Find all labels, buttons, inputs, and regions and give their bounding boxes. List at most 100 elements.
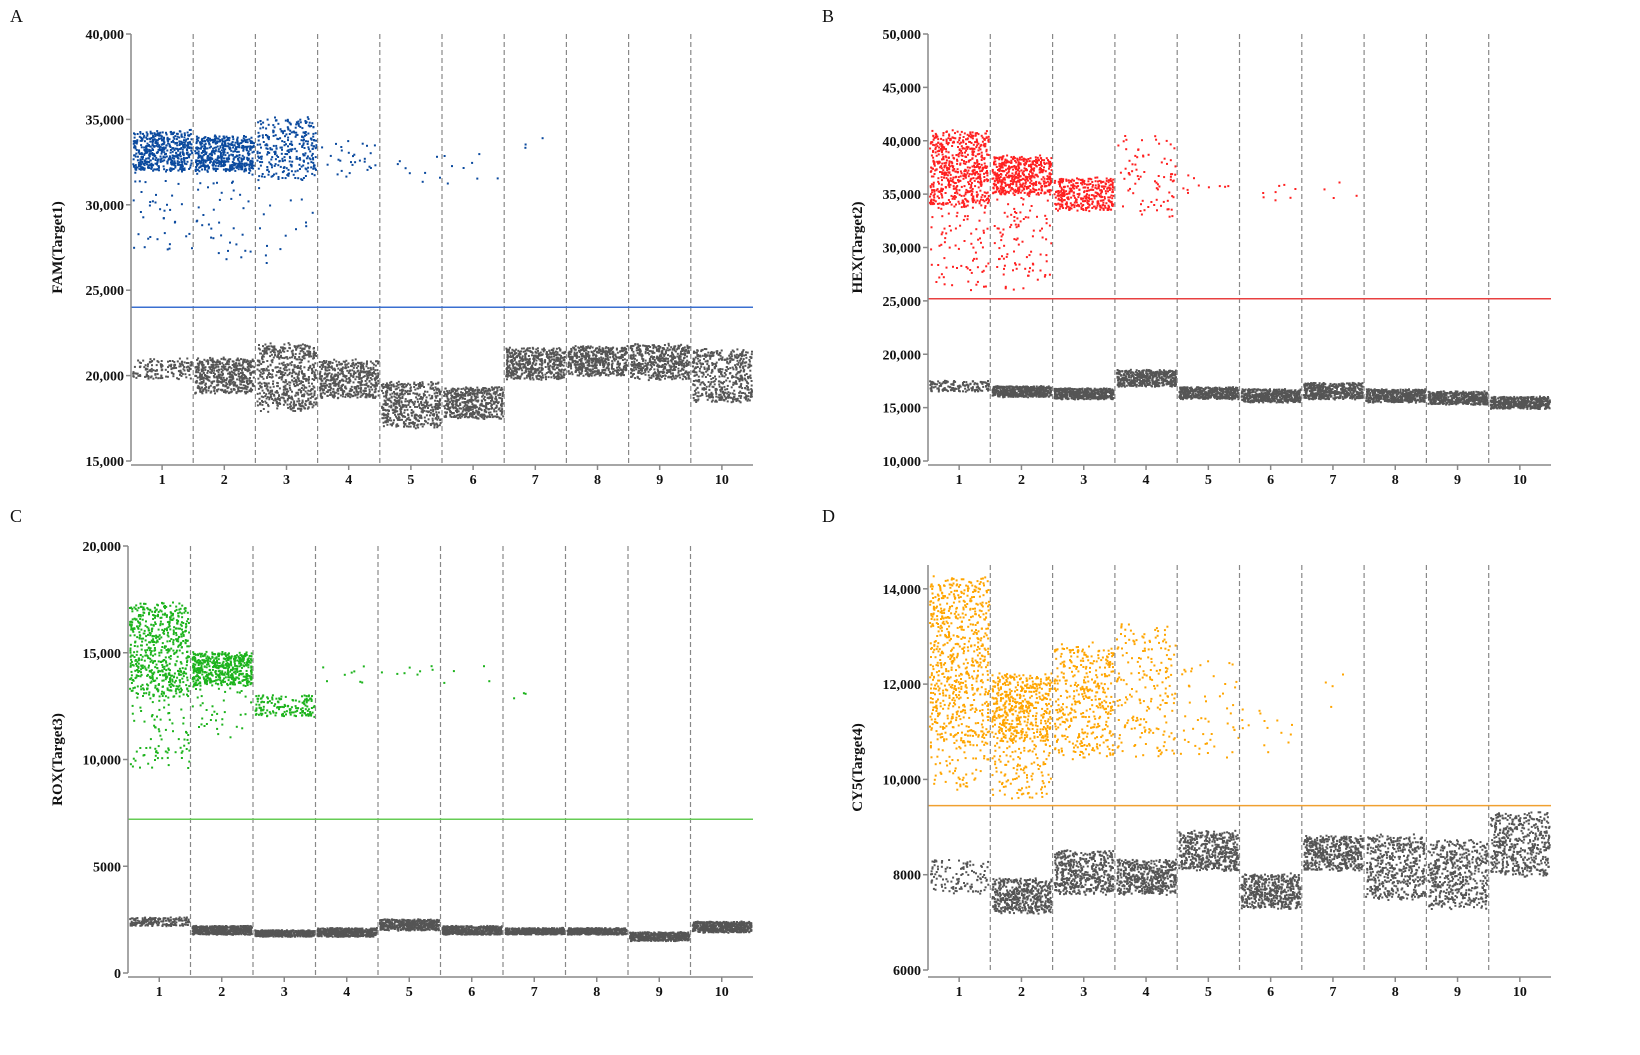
negative-droplet (668, 360, 670, 362)
negative-droplet (302, 343, 304, 345)
negative-droplet (546, 356, 548, 358)
negative-droplet (312, 370, 314, 372)
negative-droplet (516, 368, 518, 370)
negative-droplet (300, 380, 302, 382)
negative-droplet (596, 351, 598, 353)
negative-droplet (368, 386, 370, 388)
negative-droplet (684, 372, 686, 374)
negative-droplet (639, 348, 641, 350)
negative-droplet (360, 368, 362, 370)
negative-droplet (365, 387, 367, 389)
negative-droplet (386, 420, 388, 422)
negative-droplet (251, 389, 253, 391)
negative-droplet (435, 386, 437, 388)
negative-droplet (306, 392, 308, 394)
negative-droplet (239, 364, 241, 366)
negative-droplet (313, 405, 315, 407)
negative-droplet (685, 378, 687, 380)
negative-droplet (671, 353, 673, 355)
negative-droplet (264, 351, 266, 353)
negative-droplet (233, 372, 235, 374)
negative-droplet (605, 355, 607, 357)
negative-droplet (587, 353, 589, 355)
negative-droplet (430, 388, 432, 390)
negative-droplet (263, 382, 265, 384)
negative-droplet (207, 362, 209, 364)
negative-droplet (140, 362, 142, 364)
negative-droplet (740, 395, 742, 397)
negative-droplet (200, 388, 202, 390)
negative-droplet (634, 344, 636, 346)
negative-droplet (529, 347, 531, 349)
negative-droplet (157, 373, 159, 375)
negative-droplet (220, 389, 222, 391)
positive-droplet (177, 160, 179, 162)
positive-droplet (154, 133, 156, 135)
negative-droplet (234, 383, 236, 385)
negative-droplet (600, 356, 602, 358)
negative-droplet (303, 388, 305, 390)
negative-droplet (471, 403, 473, 405)
negative-droplet (145, 376, 147, 378)
negative-droplet (234, 370, 236, 372)
negative-droplet (514, 359, 516, 361)
negative-droplet (458, 388, 460, 390)
negative-droplet (431, 397, 433, 399)
negative-droplet (289, 357, 291, 359)
negative-droplet (386, 399, 388, 401)
negative-droplet (705, 356, 707, 358)
negative-droplet (528, 371, 530, 373)
negative-droplet (719, 370, 721, 372)
negative-droplet (210, 372, 212, 374)
negative-droplet (501, 406, 503, 408)
negative-droplet (202, 370, 204, 372)
negative-droplet (634, 358, 636, 360)
negative-droplet (408, 422, 410, 424)
negative-droplet (294, 385, 296, 387)
negative-droplet (224, 359, 226, 361)
negative-droplet (506, 350, 508, 352)
negative-droplet (321, 361, 323, 363)
negative-droplet (350, 365, 352, 367)
negative-droplet (237, 390, 239, 392)
negative-droplet (713, 381, 715, 383)
negative-droplet (389, 417, 391, 419)
negative-droplet (413, 426, 415, 428)
negative-droplet (727, 377, 729, 379)
negative-droplet (365, 383, 367, 385)
negative-droplet (711, 369, 713, 371)
negative-droplet (387, 415, 389, 417)
negative-droplet (540, 360, 542, 362)
negative-droplet (537, 347, 539, 349)
negative-droplet (414, 389, 416, 391)
negative-droplet (652, 358, 654, 360)
negative-droplet (312, 388, 314, 390)
negative-droplet (395, 406, 397, 408)
negative-droplet (366, 362, 368, 364)
negative-droplet (722, 356, 724, 358)
negative-droplet (605, 347, 607, 349)
negative-droplet (400, 411, 402, 413)
negative-droplet (412, 412, 414, 414)
negative-droplet (720, 373, 722, 375)
negative-droplet (186, 358, 188, 360)
negative-droplet (580, 373, 582, 375)
negative-droplet (631, 361, 633, 363)
negative-droplet (286, 369, 288, 371)
negative-droplet (445, 415, 447, 417)
negative-droplet (592, 360, 594, 362)
negative-droplet (303, 366, 305, 368)
negative-droplet (377, 362, 379, 364)
negative-droplet (625, 369, 627, 371)
negative-droplet (139, 366, 141, 368)
negative-droplet (198, 367, 200, 369)
negative-droplet (210, 392, 212, 394)
negative-droplet (302, 400, 304, 402)
negative-droplet (327, 391, 329, 393)
negative-droplet (432, 410, 434, 412)
negative-droplet (375, 396, 377, 398)
negative-droplet (198, 365, 200, 367)
negative-droplet (383, 403, 385, 405)
negative-droplet (417, 420, 419, 422)
positive-droplet (142, 158, 144, 160)
